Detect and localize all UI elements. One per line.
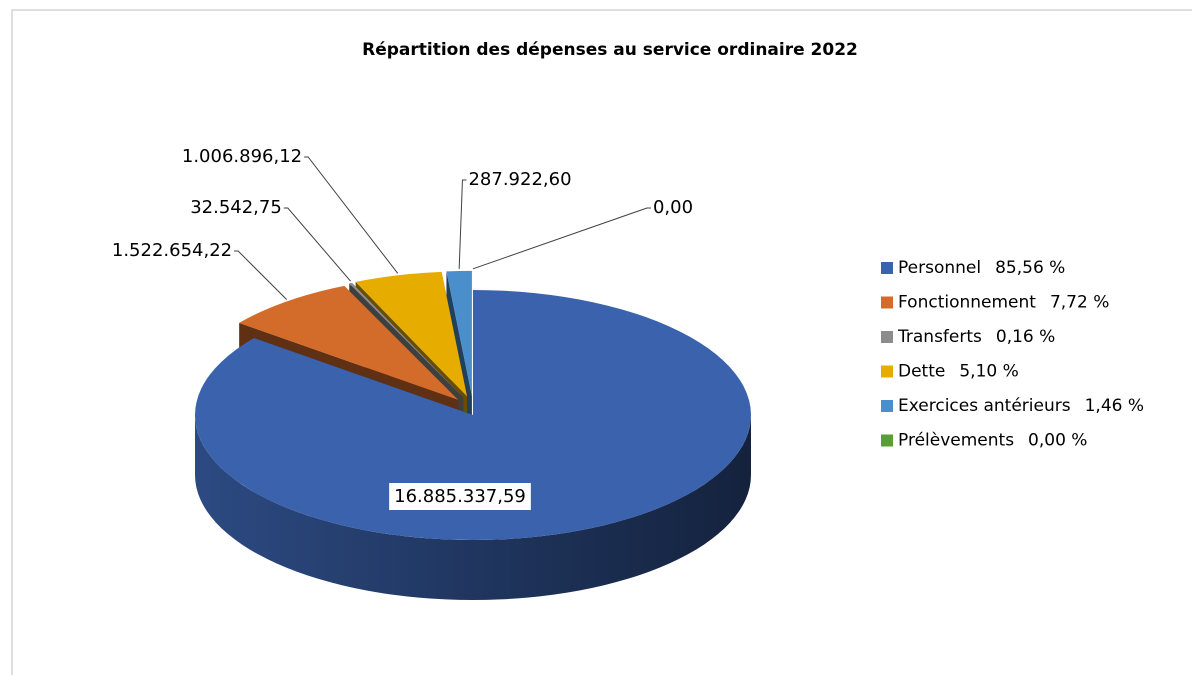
legend-entry: Transferts 0,16 %: [897, 327, 1055, 347]
leader-line: [458, 179, 467, 269]
data-label: 32.542,75: [190, 197, 282, 218]
slice-top: [349, 282, 464, 398]
legend-entry: Exercices antérieurs 1,46 %: [898, 396, 1144, 416]
leader-line: [283, 207, 351, 282]
slice-top: [194, 290, 751, 540]
legend-entry: Dette 5,10 %: [898, 362, 1019, 382]
legend-swatch: [881, 434, 893, 447]
slice-top: [239, 285, 459, 400]
data-label: 0,00: [653, 197, 693, 218]
legend-swatch: [881, 331, 893, 343]
leader-line: [304, 156, 399, 274]
slice: [194, 290, 751, 600]
slice-top: [355, 271, 468, 397]
legend-share: 5,10 %: [959, 362, 1018, 382]
legend-swatch: [881, 365, 893, 378]
data-label: 1.006.896,12: [182, 146, 302, 167]
data-label: 16.885.337,59: [394, 486, 526, 507]
legend-name: Exercices antérieurs: [898, 396, 1071, 416]
legend-name: Prélèvements: [898, 431, 1014, 451]
data-label-box: [389, 483, 531, 510]
leader-line: [472, 207, 651, 270]
data-label: 1.522.654,22: [112, 240, 232, 261]
legend-share: 0,00 %: [1028, 431, 1087, 451]
slice-side: [195, 415, 751, 600]
slice-top: [446, 270, 472, 396]
legend-name: Transferts: [897, 327, 982, 347]
legend-swatch: [881, 400, 893, 412]
frame: [11, 9, 1192, 675]
legend-entry: Fonctionnement 7,72 %: [898, 293, 1109, 313]
legend-entry: Personnel 85,56 %: [898, 258, 1065, 278]
data-label: 287.922,60: [468, 169, 571, 190]
legend-swatch: [881, 296, 893, 309]
leader-line: [234, 250, 288, 300]
legend-share: 85,56 %: [995, 258, 1065, 278]
legend-swatch: [881, 262, 893, 274]
legend-share: 0,16 %: [996, 327, 1055, 347]
legend-name: Personnel: [898, 258, 981, 278]
legend-share: 1,46 %: [1085, 396, 1144, 416]
chart-title: Répartition des dépenses au service ordi…: [362, 40, 858, 60]
legend-share: 7,72 %: [1050, 293, 1109, 313]
legend-name: Dette: [898, 362, 945, 382]
legend-name: Fonctionnement: [898, 293, 1036, 313]
legend-entry: Prélèvements 0,00 %: [898, 431, 1087, 451]
